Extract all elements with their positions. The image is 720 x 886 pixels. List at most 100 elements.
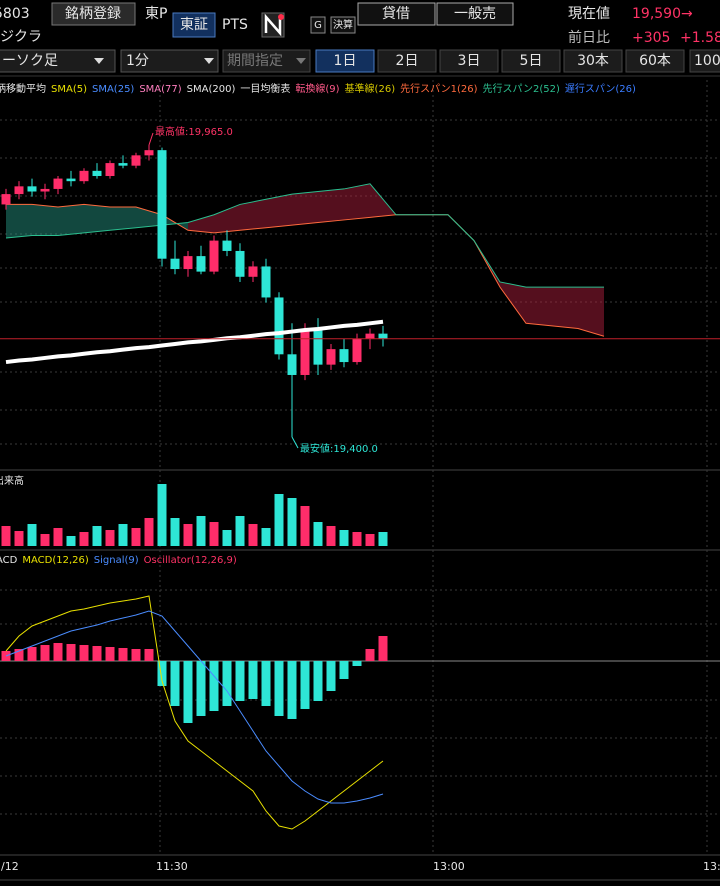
macd-histogram-bar bbox=[326, 661, 336, 691]
legend-entry: SMA(200) bbox=[187, 84, 236, 95]
period-tab-label[interactable]: 60本 bbox=[639, 53, 671, 69]
period-tab-label[interactable]: 100 bbox=[694, 53, 720, 69]
interval-label[interactable]: 1分 bbox=[126, 53, 149, 69]
dropdown-arrow bbox=[94, 58, 104, 64]
candle-body bbox=[235, 250, 245, 277]
period-tab[interactable] bbox=[315, 49, 375, 73]
volume-bar bbox=[131, 528, 141, 546]
volume-bar bbox=[66, 536, 76, 546]
period-select[interactable] bbox=[222, 49, 311, 73]
sell-button[interactable] bbox=[436, 2, 514, 26]
macd-histogram-bar bbox=[131, 649, 141, 661]
candle-body bbox=[118, 163, 128, 166]
period-tab[interactable] bbox=[689, 49, 720, 73]
exchange-tab-label[interactable]: 東証 bbox=[180, 17, 208, 33]
price: 19,590→ bbox=[632, 6, 693, 22]
chart-type-label[interactable]: ーソク足 bbox=[2, 53, 58, 69]
volume-bar bbox=[40, 534, 50, 546]
candle-body bbox=[40, 188, 50, 192]
macd-histogram-bar bbox=[365, 649, 375, 661]
cloud-segment bbox=[214, 204, 240, 233]
macd-histogram-bar bbox=[287, 661, 297, 719]
volume-bar bbox=[300, 506, 310, 546]
legend-entry: Signal(9) bbox=[94, 555, 139, 566]
volume-bar bbox=[248, 524, 258, 546]
g-badge-label: G bbox=[314, 20, 322, 31]
cloud-segment bbox=[292, 191, 318, 226]
volume-bar bbox=[313, 522, 323, 546]
candle-body bbox=[339, 349, 349, 363]
macd-histogram-bar bbox=[339, 661, 349, 679]
cloud-segment bbox=[240, 199, 266, 231]
period-tab[interactable] bbox=[439, 49, 499, 73]
signal-line bbox=[5, 610, 384, 804]
volume-bar bbox=[209, 522, 219, 546]
period-tab-label[interactable]: 2日 bbox=[396, 53, 419, 69]
macd-histogram-bar bbox=[53, 643, 63, 661]
cloud-segment bbox=[84, 204, 110, 233]
register-button[interactable] bbox=[51, 2, 136, 26]
volume-bar bbox=[235, 516, 245, 546]
candle-body bbox=[365, 333, 375, 339]
x-tick-label: 13: bbox=[703, 860, 720, 873]
margin-button-label[interactable]: 貸借 bbox=[382, 6, 410, 22]
volume-bar bbox=[53, 528, 63, 546]
volume-bar bbox=[144, 518, 154, 546]
volume-bar bbox=[222, 530, 232, 546]
high-label: 最高値:19,965.0 bbox=[155, 125, 233, 138]
interval-select[interactable] bbox=[120, 49, 219, 73]
macd-histogram-bar bbox=[183, 661, 193, 723]
x-tick-label: 13:00 bbox=[433, 860, 465, 873]
legend-entry: 転換線(9) bbox=[295, 82, 339, 95]
candle-body bbox=[300, 328, 310, 375]
candle-body bbox=[144, 150, 154, 156]
register-button-label[interactable]: 銘柄登録 bbox=[65, 6, 121, 22]
candle-body bbox=[248, 266, 258, 277]
candle-body bbox=[131, 155, 141, 166]
volume-bar bbox=[326, 526, 336, 546]
candle-body bbox=[183, 256, 193, 270]
macd-histogram-bar bbox=[209, 661, 219, 711]
change: +305 bbox=[632, 30, 670, 46]
candle-body bbox=[157, 150, 167, 259]
candle-body bbox=[79, 170, 89, 182]
macd-histogram-bar bbox=[378, 636, 388, 661]
period-tab[interactable] bbox=[501, 49, 561, 73]
exchange-tab[interactable] bbox=[172, 12, 216, 38]
period-label[interactable]: 期間指定 bbox=[227, 53, 283, 69]
news-icon-n bbox=[264, 13, 282, 37]
candle-body bbox=[378, 333, 388, 339]
macd-line bbox=[5, 595, 384, 830]
candle-body bbox=[66, 178, 76, 182]
sma200-line bbox=[5, 319, 384, 365]
legend-entry: MACD(12,26) bbox=[22, 555, 89, 566]
change-label: 前日比 bbox=[568, 29, 610, 46]
earnings-badge-label: 決算 bbox=[333, 18, 353, 31]
candle-body bbox=[1, 194, 11, 205]
period-tab[interactable] bbox=[625, 49, 685, 73]
cloud-segment bbox=[578, 287, 604, 337]
volume-bar bbox=[287, 498, 297, 546]
macd-histogram-bar bbox=[157, 661, 167, 686]
candle-body bbox=[92, 170, 102, 177]
volume-bar bbox=[339, 530, 349, 546]
cloud-segment bbox=[136, 207, 162, 228]
chart-type-select[interactable] bbox=[0, 49, 116, 73]
period-tab[interactable] bbox=[563, 49, 623, 73]
period-tab-label[interactable]: 1日 bbox=[334, 53, 357, 69]
macd-histogram-bar bbox=[92, 646, 102, 661]
sell-button-label[interactable]: 一般売 bbox=[454, 6, 496, 22]
period-tab[interactable] bbox=[377, 49, 437, 73]
period-tab-label[interactable]: 5日 bbox=[520, 53, 543, 69]
candle-body bbox=[313, 328, 323, 365]
g-badge bbox=[310, 16, 326, 34]
pts-tab[interactable]: PTS bbox=[222, 17, 248, 33]
macd-histogram-bar bbox=[105, 647, 115, 661]
margin-button[interactable] bbox=[357, 2, 436, 26]
macd-histogram-bar bbox=[144, 649, 154, 661]
period-tab-label[interactable]: 3日 bbox=[458, 53, 481, 69]
candle-body bbox=[53, 178, 63, 189]
period-tab-label[interactable]: 30本 bbox=[577, 53, 609, 69]
span1-line bbox=[6, 203, 605, 337]
